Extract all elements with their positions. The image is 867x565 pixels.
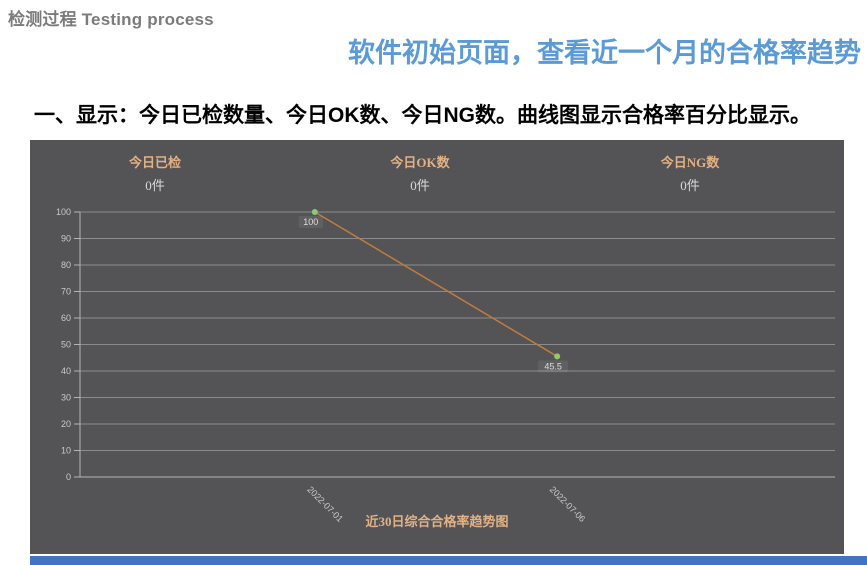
svg-text:100: 100	[303, 217, 318, 227]
app-screenshot-panel: 今日已检 0件 今日OK数 0件 今日NG数 0件 0 10 20 30 40 50 60 7…	[30, 140, 844, 554]
svg-text:30: 30	[61, 393, 71, 403]
svg-text:40: 40	[61, 366, 71, 376]
svg-text:45.5: 45.5	[544, 361, 562, 371]
stat-today-ng: 今日NG数 0件	[590, 152, 790, 194]
chart-title: 近30日综合合格率趋势图	[365, 514, 509, 529]
stat-value: 0件	[680, 178, 700, 193]
svg-text:0: 0	[66, 472, 71, 482]
svg-text:90: 90	[61, 234, 71, 244]
stat-label: 今日OK数	[390, 155, 450, 170]
description-text: 一、显示：今日已检数量、今日OK数、今日NG数。曲线图显示合格率百分比显示。	[34, 104, 811, 127]
stat-value: 0件	[410, 178, 430, 193]
bottom-accent-bar	[30, 556, 867, 565]
svg-text:20: 20	[61, 419, 71, 429]
page-title: 软件初始页面，查看近一个月的合格率趋势	[348, 38, 861, 68]
svg-text:80: 80	[61, 260, 71, 270]
svg-text:70: 70	[61, 287, 71, 297]
doc-header: 检测过程 Testing process	[8, 10, 214, 29]
stat-today-ok: 今日OK数 0件	[320, 152, 520, 194]
stat-today-inspected: 今日已检 0件	[55, 152, 255, 194]
svg-text:10: 10	[61, 446, 71, 456]
stat-label: 今日已检	[128, 155, 181, 170]
stat-label: 今日NG数	[660, 155, 720, 170]
svg-text:100: 100	[56, 207, 71, 217]
stat-value: 0件	[145, 178, 165, 193]
svg-text:60: 60	[61, 313, 71, 323]
svg-text:50: 50	[61, 340, 71, 350]
